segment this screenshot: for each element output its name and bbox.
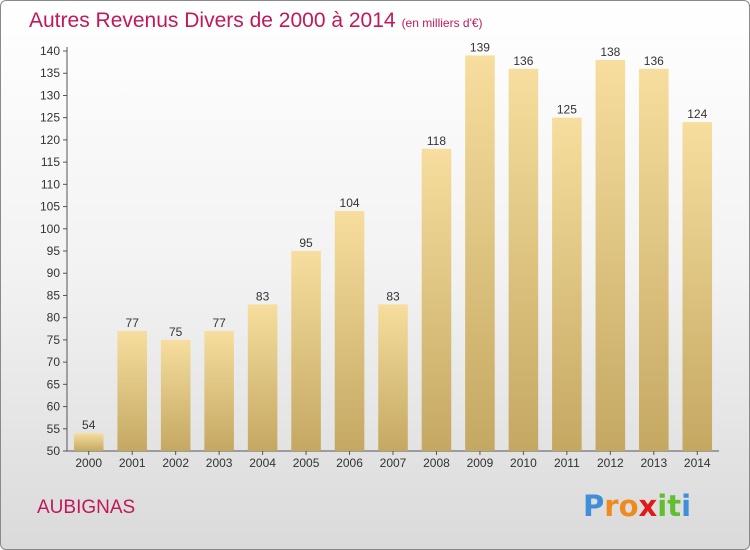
x-tick-label: 2014: [684, 456, 711, 470]
bar[interactable]: [682, 122, 713, 451]
proxiti-logo[interactable]: Proxiti: [583, 489, 691, 523]
y-tick-label: 90: [47, 266, 61, 280]
bar-value-label: 136: [644, 54, 664, 68]
logo-letter: t: [667, 489, 682, 523]
bar-value-label: 104: [340, 196, 360, 210]
bar-value-label: 75: [169, 325, 183, 339]
y-tick-label: 115: [41, 155, 60, 169]
y-tick-label: 65: [47, 377, 61, 391]
bar[interactable]: [73, 433, 104, 451]
bar-value-label: 95: [299, 236, 313, 250]
y-tick-label: 70: [47, 355, 61, 369]
chart-title-text: Autres Revenus Divers de 2000 à 2014: [29, 9, 396, 32]
bar-value-label: 139: [470, 40, 490, 54]
y-tick-label: 125: [40, 111, 60, 125]
bar[interactable]: [117, 331, 147, 451]
y-tick-label: 80: [47, 311, 61, 325]
bar-value-label: 54: [82, 418, 96, 432]
logo-letter: r: [604, 489, 619, 523]
y-tick-label: 60: [47, 400, 61, 414]
x-tick-label: 2012: [597, 456, 624, 470]
logo-letter: o: [618, 489, 639, 523]
x-tick-label: 2009: [467, 456, 494, 470]
bar-value-label: 83: [256, 289, 270, 303]
x-tick-label: 2010: [510, 456, 537, 470]
bars: 54 77 75 77 83 95 104 83 118 139 136 125 138 136 124: [73, 40, 713, 452]
y-axis: 50 55 60 65 70 75 80 85 90 95 100 105 110 115 120 125 13…: [40, 44, 68, 458]
bar-value-label: 124: [687, 107, 707, 121]
bar-value-label: 77: [212, 316, 226, 330]
bar-value-label: 83: [386, 289, 400, 303]
bar-value-label: 125: [557, 103, 577, 117]
y-tick-label: 120: [40, 133, 60, 147]
x-tick-label: 2002: [162, 456, 189, 470]
x-tick-label: 2001: [119, 456, 146, 470]
logo-letter: x: [638, 489, 658, 523]
bar[interactable]: [334, 211, 365, 451]
y-tick-label: 100: [40, 222, 60, 236]
y-tick-label: 110: [41, 177, 60, 191]
logo-letter: i: [657, 489, 668, 523]
y-tick-label: 50: [47, 444, 61, 458]
y-tick-label: 95: [47, 244, 61, 258]
chart-unit: (en milliers d'€): [401, 16, 483, 30]
y-tick-label: 135: [40, 66, 60, 80]
bar[interactable]: [204, 331, 234, 451]
x-tick-label: 2006: [336, 456, 363, 470]
bar[interactable]: [552, 117, 582, 452]
x-tick-label: 2000: [75, 456, 102, 470]
y-tick-label: 105: [40, 200, 60, 214]
bar[interactable]: [639, 68, 669, 452]
bar[interactable]: [378, 304, 408, 451]
bar-value-label: 118: [427, 134, 446, 148]
chart-title: Autres Revenus Divers de 2000 à 2014 (en …: [29, 9, 483, 33]
x-axis: 2000 2001 2002 2003 2004 2005 2006 2007 2008 2009…: [67, 450, 719, 470]
x-tick-label: 2004: [249, 456, 276, 470]
bar[interactable]: [291, 251, 321, 451]
bar-value-label: 77: [126, 316, 140, 330]
x-tick-label: 2008: [423, 456, 450, 470]
logo-letter: P: [583, 489, 605, 523]
y-tick-label: 130: [40, 88, 60, 102]
bar[interactable]: [508, 68, 539, 452]
x-tick-label: 2013: [640, 456, 667, 470]
x-tick-label: 2011: [554, 456, 580, 470]
bar[interactable]: [595, 59, 626, 452]
y-tick-label: 55: [47, 422, 61, 436]
bar[interactable]: [421, 148, 452, 451]
logo-letter: i: [681, 489, 692, 523]
y-tick-label: 85: [47, 288, 61, 302]
x-tick-label: 2005: [293, 456, 320, 470]
bar[interactable]: [465, 55, 495, 451]
location-label: AUBIGNAS: [37, 497, 136, 518]
y-tick-label: 75: [47, 333, 61, 347]
bar-value-label: 136: [513, 54, 533, 68]
x-tick-label: 2007: [380, 456, 407, 470]
bar[interactable]: [247, 304, 278, 451]
y-tick-label: 140: [40, 44, 60, 58]
bar[interactable]: [160, 339, 191, 451]
x-tick-label: 2003: [206, 456, 233, 470]
bar-value-label: 138: [600, 45, 620, 59]
